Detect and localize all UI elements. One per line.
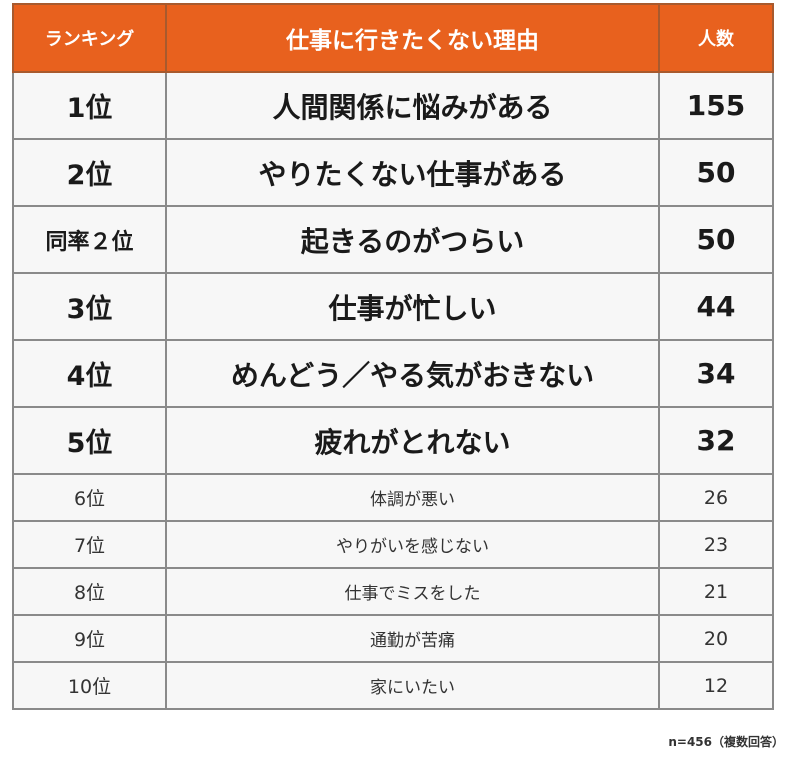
count-cell: 34 bbox=[658, 339, 774, 408]
count-header: 人数 bbox=[658, 3, 774, 73]
table-row: 9位 通勤が苦痛 20 bbox=[12, 614, 774, 663]
count-cell: 20 bbox=[658, 614, 774, 663]
rank-cell: 4位 bbox=[12, 339, 167, 408]
table-row: 4位 めんどう／やる気がおきない 34 bbox=[12, 339, 774, 408]
table-row: 2位 やりたくない仕事がある 50 bbox=[12, 138, 774, 207]
reason-cell: やりたくない仕事がある bbox=[165, 138, 660, 207]
reason-cell: 疲れがとれない bbox=[165, 406, 660, 475]
ranking-table: ランキング 仕事に行きたくない理由 人数 1位 人間関係に悩みがある 155 2… bbox=[12, 3, 774, 710]
rank-cell: 9位 bbox=[12, 614, 167, 663]
rank-cell: 6位 bbox=[12, 473, 167, 522]
count-cell: 12 bbox=[658, 661, 774, 710]
rank-cell: 1位 bbox=[12, 71, 167, 140]
count-cell: 50 bbox=[658, 138, 774, 207]
rank-cell: 10位 bbox=[12, 661, 167, 710]
reason-header: 仕事に行きたくない理由 bbox=[165, 3, 660, 73]
count-cell: 155 bbox=[658, 71, 774, 140]
reason-cell: 家にいたい bbox=[165, 661, 660, 710]
table-row: 1位 人間関係に悩みがある 155 bbox=[12, 71, 774, 140]
table-row: 10位 家にいたい 12 bbox=[12, 661, 774, 710]
reason-cell: 体調が悪い bbox=[165, 473, 660, 522]
count-cell: 44 bbox=[658, 272, 774, 341]
table-row: 5位 疲れがとれない 32 bbox=[12, 406, 774, 475]
table-header: ランキング 仕事に行きたくない理由 人数 bbox=[12, 3, 774, 73]
reason-cell: 仕事が忙しい bbox=[165, 272, 660, 341]
sample-size-footnote: n=456（複数回答） bbox=[668, 735, 784, 749]
rank-cell: 7位 bbox=[12, 520, 167, 569]
table-row: 3位 仕事が忙しい 44 bbox=[12, 272, 774, 341]
reason-cell: 起きるのがつらい bbox=[165, 205, 660, 274]
reason-cell: やりがいを感じない bbox=[165, 520, 660, 569]
count-cell: 50 bbox=[658, 205, 774, 274]
rank-cell: 8位 bbox=[12, 567, 167, 616]
count-cell: 21 bbox=[658, 567, 774, 616]
rank-cell: 2位 bbox=[12, 138, 167, 207]
reason-cell: 仕事でミスをした bbox=[165, 567, 660, 616]
reason-cell: めんどう／やる気がおきない bbox=[165, 339, 660, 408]
table-row: 7位 やりがいを感じない 23 bbox=[12, 520, 774, 569]
count-cell: 23 bbox=[658, 520, 774, 569]
table-row: 同率２位 起きるのがつらい 50 bbox=[12, 205, 774, 274]
rank-cell: 3位 bbox=[12, 272, 167, 341]
reason-cell: 人間関係に悩みがある bbox=[165, 71, 660, 140]
count-cell: 26 bbox=[658, 473, 774, 522]
table-row: 6位 体調が悪い 26 bbox=[12, 473, 774, 522]
reason-cell: 通勤が苦痛 bbox=[165, 614, 660, 663]
rank-cell: 同率２位 bbox=[12, 205, 167, 274]
count-cell: 32 bbox=[658, 406, 774, 475]
rank-header: ランキング bbox=[12, 3, 167, 73]
table-row: 8位 仕事でミスをした 21 bbox=[12, 567, 774, 616]
rank-cell: 5位 bbox=[12, 406, 167, 475]
